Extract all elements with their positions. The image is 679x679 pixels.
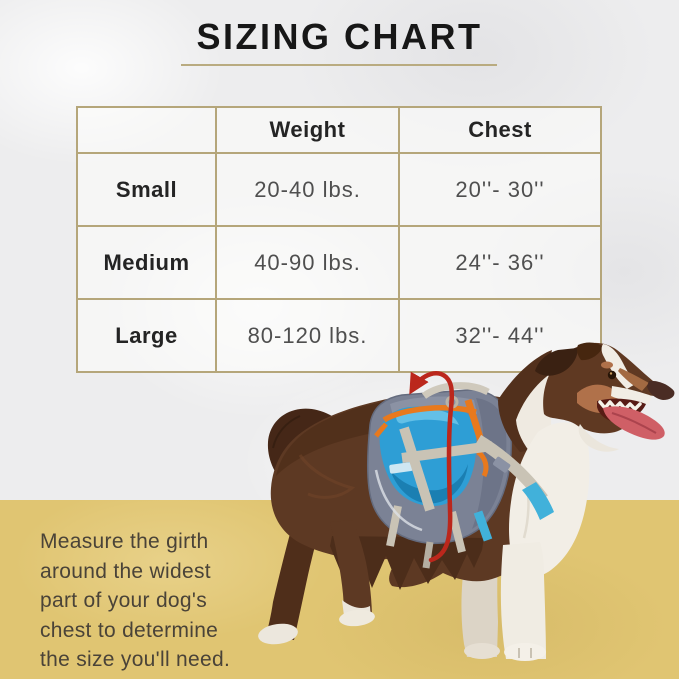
dog-ear [535,348,578,376]
pack-logo-patch [389,462,413,474]
title-underline [181,64,497,66]
pack-orange-trim [382,405,477,423]
note-line: the size you'll need. [40,648,231,671]
size-label-small: Small [76,152,217,227]
size-column-header [76,106,217,154]
note-line: part of your dog's [40,589,208,612]
chest-value-small: 20''- 30'' [398,152,602,227]
page-title: SIZING CHART [196,16,483,57]
table-row-medium: Medium 40-90 lbs. 24''- 36'' [76,225,602,300]
dog-teeth [598,400,642,411]
sizing-table: Weight Chest Small 20-40 lbs. 20''- 30''… [76,106,602,373]
note-line: Measure the girth [40,530,209,553]
table-row-small: Small 20-40 lbs. 20''- 30'' [76,152,602,227]
weight-value-medium: 40-90 lbs. [215,225,400,300]
size-label-large: Large [76,298,217,373]
chest-value-medium: 24''- 36'' [398,225,602,300]
weight-column-header: Weight [215,106,400,154]
pack-handle [421,382,490,399]
dog-nose [647,380,675,400]
dog-ear [577,342,603,361]
note-line: chest to determine [40,618,219,642]
dog-front-near-leg [500,542,546,661]
table-row-large: Large 80-120 lbs. 32''- 44'' [76,298,602,373]
weight-value-large: 80-120 lbs. [215,298,400,373]
dog-head [535,342,675,452]
measuring-note: Measure the girth around the widest part… [40,527,230,675]
dog-photo [258,342,675,661]
dog-eye [607,370,617,380]
weight-value-small: 20-40 lbs. [215,152,400,227]
table-header-row: Weight Chest [76,106,602,154]
note-line: around the widest [40,559,211,583]
girth-measure-arrow-icon [409,371,455,563]
dog-backpack [366,382,512,569]
harness-chest-strap [474,434,554,520]
dog-rear-near-leg [330,520,375,627]
size-label-medium: Medium [76,225,217,300]
dog-front-far-leg [461,556,500,659]
chest-column-header: Chest [398,106,602,154]
